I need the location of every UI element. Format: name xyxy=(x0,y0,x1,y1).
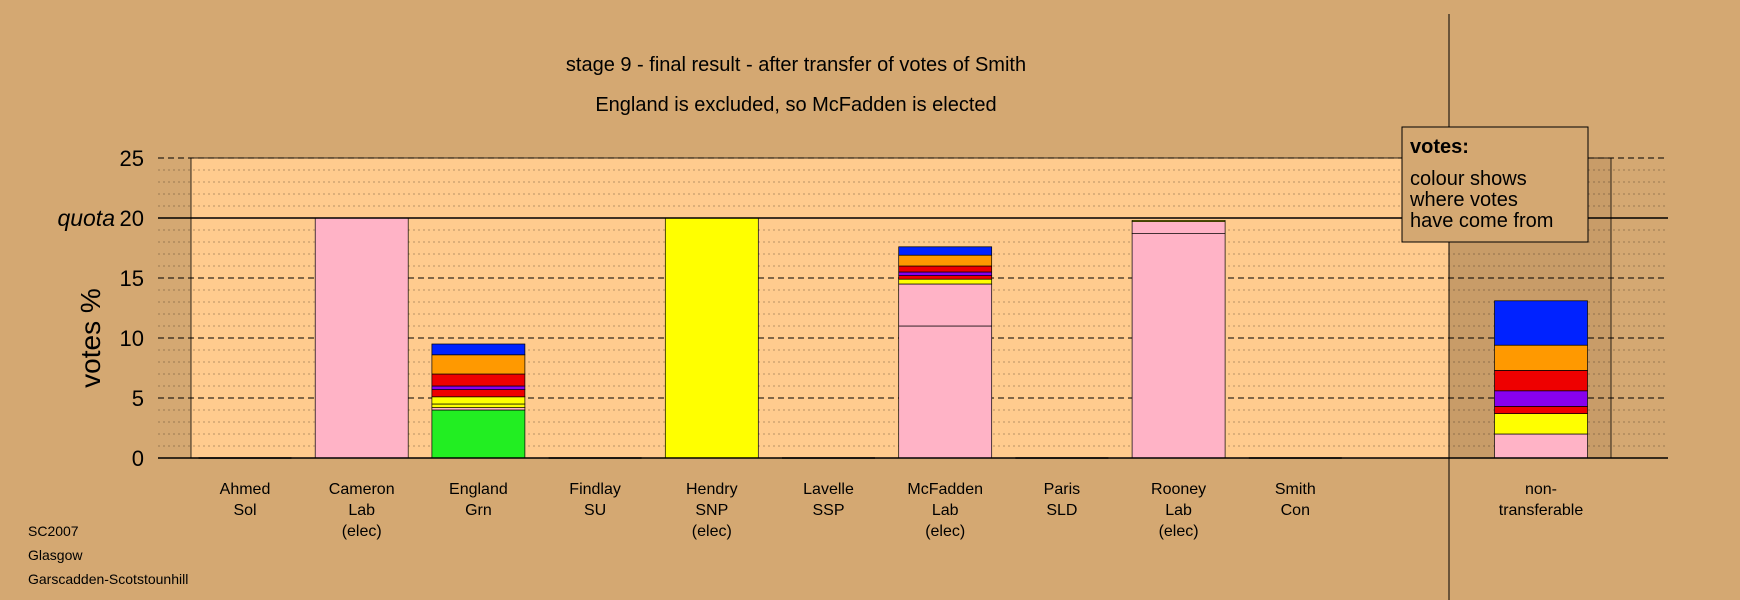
non-transferable-label: non- xyxy=(1525,481,1557,498)
legend-line: have come from xyxy=(1410,210,1553,232)
non-transferable-bar-segment xyxy=(1494,390,1588,407)
candidate-label: Ahmed xyxy=(220,481,271,498)
legend: votes: colour shows where votes have com… xyxy=(1401,126,1589,243)
chart-title: stage 9 - final result - after transfer … xyxy=(566,54,1026,76)
candidate-bar-segment xyxy=(898,246,993,256)
candidate-label: Hendry xyxy=(686,481,738,498)
candidate-bar-segment xyxy=(431,403,526,408)
non-transferable-label: transferable xyxy=(1499,502,1584,519)
non-transferable-bar-segment xyxy=(1494,413,1588,435)
candidate-bar-segment xyxy=(664,217,759,459)
candidate-label: Lab xyxy=(932,502,959,519)
candidate-bar-segment xyxy=(898,278,993,285)
candidate-bar-segment xyxy=(898,275,993,280)
candidate-bar-segment xyxy=(431,354,526,375)
candidate-label: (elec) xyxy=(1159,523,1199,540)
y-tick-label: 15 xyxy=(120,266,144,291)
candidate-bar-segment xyxy=(898,271,993,276)
candidate-label: (elec) xyxy=(342,523,382,540)
candidate-bar-segment xyxy=(431,373,526,387)
y-tick-label: 25 xyxy=(120,146,144,171)
non-transferable-bar-segment xyxy=(1494,344,1588,371)
candidate-label: SNP xyxy=(695,502,728,519)
candidate-bar-segment xyxy=(314,217,409,459)
candidate-bar-segment xyxy=(431,385,526,390)
y-tick-label: 0 xyxy=(132,446,144,471)
candidate-label: Findlay xyxy=(569,481,621,498)
candidate-bar-segment xyxy=(898,265,993,273)
candidate-bar-segment xyxy=(431,389,526,398)
candidate-bar-segment xyxy=(431,407,526,411)
footer-line: SC2007 xyxy=(28,523,79,539)
candidate-bar-segment xyxy=(1131,221,1226,234)
legend-box xyxy=(1401,126,1589,243)
y-tick-label: 10 xyxy=(120,326,144,351)
y-tick-label: 5 xyxy=(132,386,144,411)
candidate-label: Paris xyxy=(1044,481,1080,498)
candidate-label: (elec) xyxy=(692,523,732,540)
quota-label: quota xyxy=(57,205,115,231)
candidate-label: SU xyxy=(584,502,606,519)
candidate-label: (elec) xyxy=(925,523,965,540)
candidate-bar-segment xyxy=(1131,233,1226,459)
candidate-label: England xyxy=(449,481,508,498)
candidate-label: Con xyxy=(1281,502,1310,519)
candidate-bar-segment xyxy=(431,396,526,405)
legend-line: colour shows xyxy=(1410,168,1527,190)
footer-line: Garscadden-Scotstounhill xyxy=(28,571,188,587)
footer-line: Glasgow xyxy=(28,547,83,563)
candidate-bar-segment xyxy=(431,343,526,356)
candidate-bar-segment xyxy=(898,254,993,267)
y-axis-label: votes % xyxy=(75,288,106,388)
candidate-label: Cameron xyxy=(329,481,395,498)
candidate-label: Rooney xyxy=(1151,481,1206,498)
legend-title: votes: xyxy=(1410,136,1469,158)
candidate-label: Sol xyxy=(233,502,256,519)
candidate-label: SLD xyxy=(1046,502,1077,519)
non-transferable-bar-segment xyxy=(1494,300,1588,346)
candidate-label: Smith xyxy=(1275,481,1316,498)
non-transferable-bar-segment xyxy=(1494,370,1588,392)
candidate-label: Lab xyxy=(348,502,375,519)
candidate-label: Grn xyxy=(465,502,492,519)
chart-subtitle: England is excluded, so McFadden is elec… xyxy=(595,94,996,116)
candidate-label: SSP xyxy=(812,502,844,519)
non-transferable-bar-segment xyxy=(1494,406,1588,414)
candidate-bar-segment xyxy=(431,409,526,459)
candidate-label: Lavelle xyxy=(803,481,854,498)
footer: SC2007 Glasgow Garscadden-Scotstounhill xyxy=(28,523,188,587)
candidate-bar-segment xyxy=(1131,220,1226,222)
candidate-label: McFadden xyxy=(907,481,983,498)
legend-line: where votes xyxy=(1409,189,1518,211)
candidate-label: Lab xyxy=(1165,502,1192,519)
candidate-bar-segment xyxy=(898,283,993,327)
y-tick-label: 20 xyxy=(120,206,144,231)
candidate-bar-segment xyxy=(898,325,993,459)
non-transferable-bar-segment xyxy=(1494,433,1588,459)
